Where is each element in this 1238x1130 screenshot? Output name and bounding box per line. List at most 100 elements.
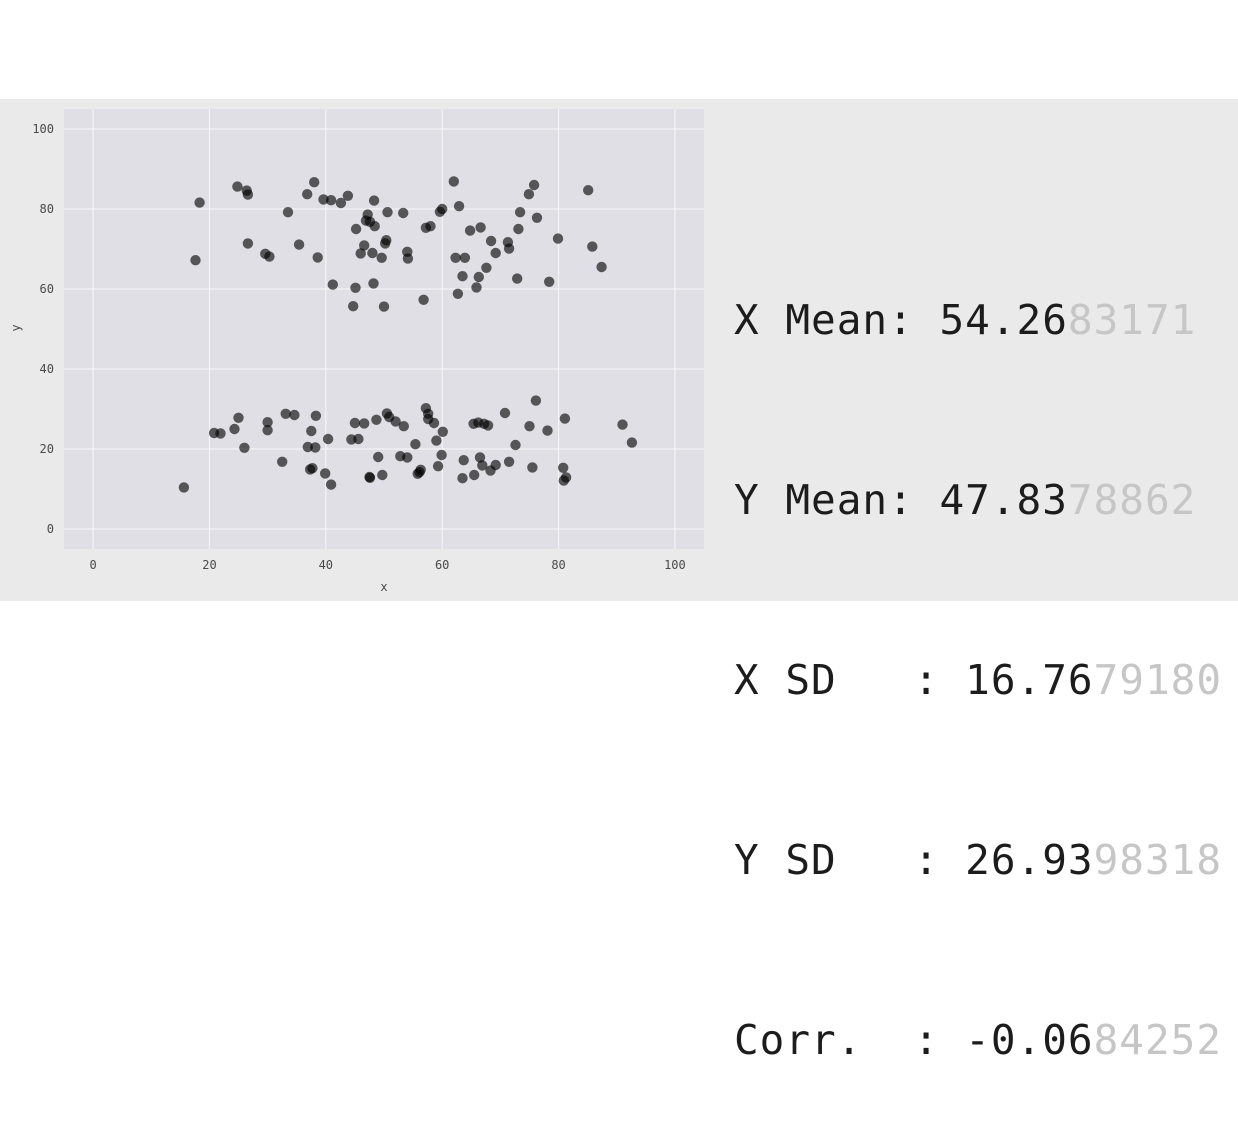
data-point	[499, 407, 511, 419]
data-point	[353, 433, 364, 445]
data-point	[318, 194, 329, 205]
data-point	[178, 482, 190, 493]
data-point	[558, 462, 569, 473]
data-point	[355, 248, 366, 259]
data-point	[437, 426, 448, 437]
data-point	[490, 247, 501, 259]
x-tick-label: 100	[664, 558, 686, 572]
stat-value: -0.06	[965, 1016, 1094, 1064]
data-point	[471, 282, 482, 293]
data-point	[513, 223, 524, 235]
data-point	[475, 222, 486, 233]
y-tick-label: 60	[40, 282, 54, 296]
stat-value: 16.76	[965, 656, 1094, 704]
data-point	[277, 456, 288, 467]
stat-label: Y Mean:	[734, 476, 940, 524]
data-point	[503, 456, 515, 467]
stat-value-faded-digits: 79180	[1093, 656, 1223, 704]
data-point	[552, 233, 564, 244]
data-point	[325, 195, 337, 206]
data-point	[437, 203, 448, 215]
stat-value-faded-digits: 84252	[1093, 1016, 1223, 1064]
data-point	[452, 288, 464, 299]
data-point	[542, 425, 553, 436]
stat-row-x-mean: X Mean: 54.2683171	[734, 290, 1222, 350]
data-point	[262, 417, 273, 428]
data-point	[431, 435, 442, 446]
x-tick-label: 60	[435, 558, 449, 572]
data-point	[322, 433, 334, 445]
data-point	[302, 189, 313, 200]
data-point	[229, 423, 240, 435]
data-point	[531, 212, 543, 223]
y-tick-label: 100	[32, 122, 54, 136]
data-point	[510, 439, 521, 451]
data-point	[583, 185, 594, 196]
data-point	[432, 461, 444, 472]
data-point	[368, 195, 380, 206]
data-point	[402, 452, 413, 463]
data-point	[280, 408, 291, 419]
data-point	[450, 252, 461, 263]
y-axis-title: y	[9, 324, 23, 331]
data-point	[410, 439, 421, 450]
data-point	[194, 197, 205, 208]
stat-label: X Mean:	[734, 296, 940, 344]
data-point	[425, 221, 436, 232]
stat-label: X SD :	[734, 656, 966, 704]
data-point	[428, 417, 440, 429]
data-point	[310, 410, 322, 421]
data-point	[503, 243, 515, 254]
data-point	[302, 441, 313, 453]
data-point	[289, 409, 300, 421]
data-point	[523, 189, 535, 200]
stat-value-faded-digits: 98318	[1093, 836, 1223, 884]
data-point	[558, 475, 569, 486]
data-point	[626, 437, 638, 448]
data-point	[485, 235, 497, 247]
stat-value: 54.26	[939, 296, 1068, 344]
stat-value-faded-digits: 83171	[1067, 296, 1197, 344]
data-point	[309, 177, 320, 188]
data-point	[371, 414, 382, 425]
x-axis-title: x	[380, 580, 387, 594]
data-point	[382, 207, 393, 218]
stat-value: 47.83	[939, 476, 1068, 524]
data-point	[481, 262, 492, 273]
data-point	[310, 442, 321, 453]
data-point	[376, 252, 387, 263]
data-point	[544, 276, 555, 287]
stat-value: 26.93	[965, 836, 1094, 884]
summary-statistics: X Mean: 54.2683171 Y Mean: 47.8378862 X …	[734, 170, 1222, 1130]
data-point	[512, 273, 523, 284]
data-point	[349, 417, 361, 429]
y-tick-label: 20	[40, 442, 54, 456]
data-point	[527, 462, 538, 473]
data-point	[373, 451, 384, 463]
y-tick-label: 0	[47, 522, 54, 536]
data-point	[304, 464, 316, 475]
data-point	[530, 395, 542, 406]
data-point	[418, 294, 429, 305]
data-point	[262, 425, 273, 436]
data-point	[381, 235, 392, 246]
data-point	[350, 223, 362, 235]
data-point	[367, 247, 378, 259]
y-tick-label: 80	[40, 202, 54, 216]
data-point	[293, 239, 305, 250]
data-point	[377, 469, 388, 481]
data-point	[190, 255, 201, 266]
data-point	[242, 238, 254, 249]
data-point	[482, 420, 494, 431]
data-point	[528, 179, 540, 191]
data-point	[477, 460, 488, 471]
stat-row-y-sd: Y SD : 26.9398318	[734, 830, 1222, 890]
data-point	[464, 225, 476, 236]
stat-label: Corr. :	[734, 1016, 966, 1064]
data-point	[469, 469, 480, 481]
data-point	[524, 421, 535, 432]
data-point	[282, 207, 294, 218]
x-tick-label: 0	[89, 558, 96, 572]
data-point	[448, 176, 459, 187]
data-point	[457, 473, 468, 484]
